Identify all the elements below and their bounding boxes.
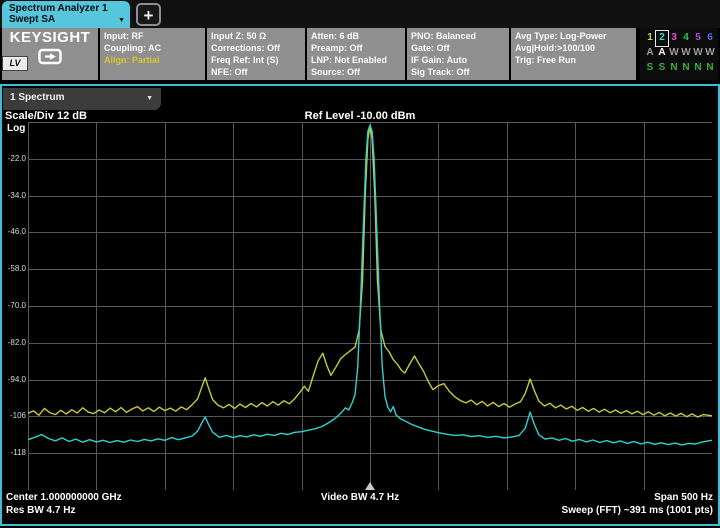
y-axis-tick-label: -58.0 [7,264,26,274]
measurement-screen: 1 Spectrum ▼ Scale/Div 12 dB Ref Level -… [0,84,720,526]
status-line: Align: Partial [104,55,160,65]
res-bw-readout[interactable]: Res BW 4.7 Hz [6,505,76,516]
trace-number[interactable]: 2 [655,30,669,47]
status-columns: Input: RF Coupling: AC Align: Partial Input… [100,28,636,80]
status-line: Corrections: Off [211,43,281,53]
keysight-logo: KEYSIGHT [9,29,91,46]
status-column-5[interactable]: Avg Type: Log-Power Avg|Hold:>100/100 Trig… [511,28,636,80]
trace-type: A [646,47,654,58]
y-axis-tick-label: -94.0 [7,374,26,384]
trace-number[interactable]: 4 [683,32,689,43]
y-axis-tick-label: -34.0 [7,190,26,200]
status-line: LNP: Not Enabled [311,55,387,65]
y-axis-tick-label: -106 [9,411,26,421]
y-axis-tick-label: -118 [10,448,26,458]
trace-state: N [694,62,702,73]
center-frequency-marker [365,482,375,490]
status-line: Input: RF [104,31,144,41]
trace-type: W [693,47,703,58]
plot-area[interactable] [27,122,713,491]
video-bw-readout[interactable]: Video BW 4.7 Hz [320,492,400,503]
status-line: Source: Off [311,67,361,77]
status-line: Input Z: 50 Ω [211,31,267,41]
sweep-readout[interactable]: Sweep (FFT) ~391 ms (1001 pts) [561,505,713,516]
tab-spectrum-analyzer-1[interactable]: Spectrum Analyzer 1 Swept SA ▼ [2,1,130,28]
trace-2-line [27,124,713,446]
status-line: Atten: 6 dB [311,31,359,41]
tab-bar: Spectrum Analyzer 1 Swept SA ▼ + [0,0,720,28]
trace-state: N [706,62,714,73]
keysight-block: KEYSIGHT LV [2,28,98,80]
status-line: Sig Track: Off [411,67,470,77]
center-frequency-readout[interactable]: Center 1.000000000 GHz [6,492,122,503]
add-tab-button[interactable]: + [136,3,161,26]
tab-title: Spectrum Analyzer 1 [9,3,108,14]
y-axis-tick-label: -82.0 [7,337,26,347]
trace-state: N [670,62,678,73]
chevron-down-icon: ▼ [146,95,153,102]
trace-state: S [658,62,666,73]
window-select-dropdown[interactable]: 1 Spectrum ▼ [3,88,161,110]
status-line: Coupling: AC [104,43,162,53]
trace-type: W [669,47,679,58]
status-line: NFE: Off [211,67,248,77]
status-column-2[interactable]: Input Z: 50 Ω Corrections: Off Freq Ref: I… [207,28,305,80]
status-line: Avg Type: Log-Power [515,31,607,41]
trace-number[interactable]: 1 [647,32,653,43]
status-header: KEYSIGHT LV Input: RF Coupling: AC Align: … [0,28,720,80]
trace-1-line [27,126,713,418]
status-line: PNO: Balanced [411,31,477,41]
status-line: Gate: Off [411,43,450,53]
span-readout[interactable]: Span 500 Hz [654,492,713,503]
log-scale-label: Log [7,123,26,134]
trace-number[interactable]: 6 [707,32,713,43]
lv-badge: LV [2,56,28,71]
tab-subtitle: Swept SA [9,14,56,25]
status-line: Trig: Free Run [515,55,577,65]
trace-type: W [681,47,691,58]
y-axis-tick-label: -22.0 [7,153,26,163]
trace-type: W [705,47,715,58]
trace-type: A [658,47,666,58]
y-axis-tick-label: -70.0 [7,301,26,310]
y-axis-tick-label: -46.0 [7,227,26,237]
status-column-3[interactable]: Atten: 6 dB Preamp: Off LNP: Not Enabled So… [307,28,405,80]
status-line: Freq Ref: Int (S) [211,55,279,65]
remote-display-icon[interactable] [38,48,64,68]
ref-level-readout[interactable]: Ref Level -10.00 dBm [304,110,416,122]
status-line: Avg|Hold:>100/100 [515,43,595,53]
scale-div-readout[interactable]: Scale/Div 12 dB [5,110,87,122]
window-select-label: 1 Spectrum [10,92,65,103]
status-line: IF Gain: Auto [411,55,468,65]
trace-state: S [646,62,654,73]
status-line: Preamp: Off [311,43,363,53]
trace-state: N [682,62,690,73]
trace-number[interactable]: 5 [695,32,701,43]
spectrum-plot[interactable] [27,122,713,491]
trace-number[interactable]: 3 [671,32,677,43]
status-column-4[interactable]: PNO: Balanced Gate: Off IF Gain: Auto Sig T… [407,28,509,80]
status-column-1[interactable]: Input: RF Coupling: AC Align: Partial [100,28,205,80]
tab-dropdown-icon[interactable]: ▼ [118,17,125,24]
